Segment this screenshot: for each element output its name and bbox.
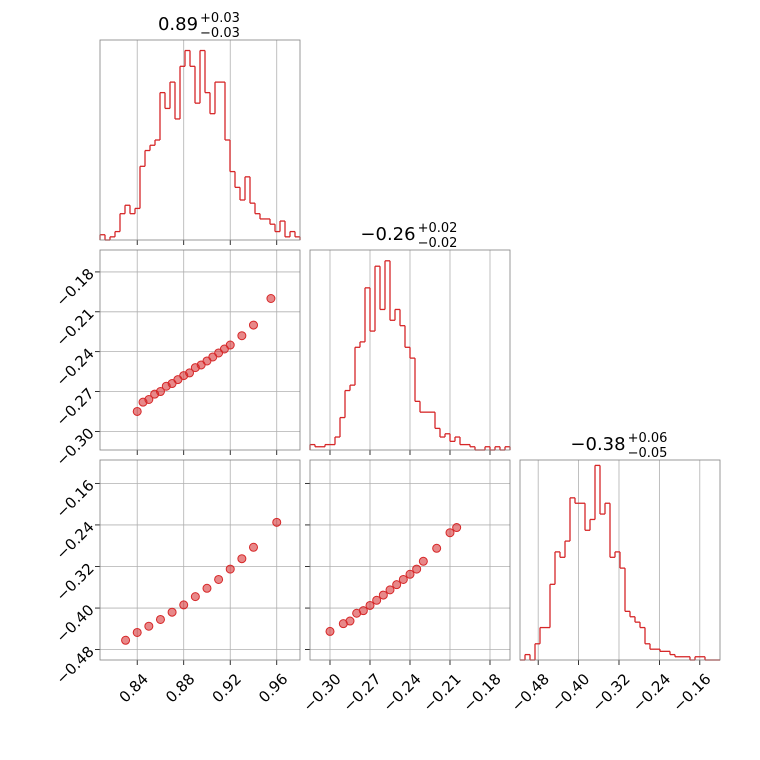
x-tick-label: −0.24 (629, 670, 674, 715)
sample-point (155, 614, 165, 624)
title-value: 0.89 (158, 14, 198, 35)
axes-frame (99, 249, 301, 451)
axes-frame (309, 249, 511, 451)
x-tick-label: −0.40 (548, 670, 593, 715)
x-tick-label: −0.18 (460, 670, 505, 715)
x-tick-label: 0.92 (209, 670, 245, 706)
title-lower: −0.03 (200, 26, 240, 41)
sample-point (248, 542, 258, 552)
axes-frame (309, 459, 511, 661)
x-tick-label: 0.88 (162, 670, 198, 706)
x-tick-label: 0.84 (116, 670, 152, 706)
axes-frame (519, 459, 721, 661)
sample-point (266, 294, 276, 304)
y-tick-label: −0.32 (52, 559, 97, 604)
sample-point (155, 387, 165, 397)
sample-point (202, 583, 212, 593)
sample-point (225, 340, 235, 350)
sample-point (121, 635, 131, 645)
sample-point (179, 600, 189, 610)
y-tick-label: −0.18 (52, 265, 97, 310)
sample-point (418, 556, 428, 566)
x-tick-label: 0.96 (255, 670, 291, 706)
sample-point (144, 395, 154, 405)
y-tick-label: −0.30 (52, 424, 97, 469)
sample-point (325, 626, 335, 636)
sample-point (132, 627, 142, 637)
sample-point (392, 580, 402, 590)
x-tick-label: −0.48 (508, 670, 553, 715)
title-value: −0.38 (570, 434, 625, 455)
sample-point (452, 523, 462, 533)
sample-point (365, 600, 375, 610)
y-tick-label: −0.16 (52, 476, 97, 521)
sample-point (345, 616, 355, 626)
y-tick-label: −0.27 (52, 384, 97, 429)
x-tick-label: −0.24 (380, 670, 425, 715)
title-upper: +0.06 (628, 431, 668, 446)
sample-point (398, 574, 408, 584)
title-value: −0.26 (360, 224, 415, 245)
x-tick-label: −0.30 (300, 670, 345, 715)
y-tick-label: −0.21 (52, 305, 97, 350)
axes-frame (99, 39, 301, 241)
sample-point (225, 564, 235, 574)
sample-point (214, 574, 224, 584)
y-tick-label: −0.40 (52, 601, 97, 646)
sample-point (385, 585, 395, 595)
sample-point (167, 607, 177, 617)
x-tick-label: −0.21 (420, 670, 465, 715)
sample-point (248, 320, 258, 330)
sample-point (445, 528, 455, 538)
y-tick-label: −0.48 (52, 643, 97, 688)
x-tick-label: −0.16 (669, 670, 714, 715)
title-lower: −0.02 (418, 236, 458, 251)
sample-point (237, 554, 247, 564)
sample-point (237, 331, 247, 341)
sample-point (272, 517, 282, 527)
x-tick-label: −0.27 (340, 670, 385, 715)
sample-point (412, 564, 422, 574)
sample-point (405, 569, 415, 579)
sample-point (144, 621, 154, 631)
x-tick-label: −0.32 (589, 670, 634, 715)
title-upper: +0.03 (200, 11, 240, 26)
sample-point (372, 595, 382, 605)
sample-point (432, 543, 442, 553)
sample-point (132, 406, 142, 416)
title-lower: −0.05 (628, 446, 668, 461)
sample-point (358, 606, 368, 616)
title-upper: +0.02 (418, 221, 458, 236)
y-tick-label: −0.24 (52, 518, 97, 563)
y-tick-label: −0.24 (52, 345, 97, 390)
sample-point (378, 590, 388, 600)
axes-frame (99, 459, 301, 661)
sample-point (190, 592, 200, 602)
sample-point (185, 368, 195, 378)
